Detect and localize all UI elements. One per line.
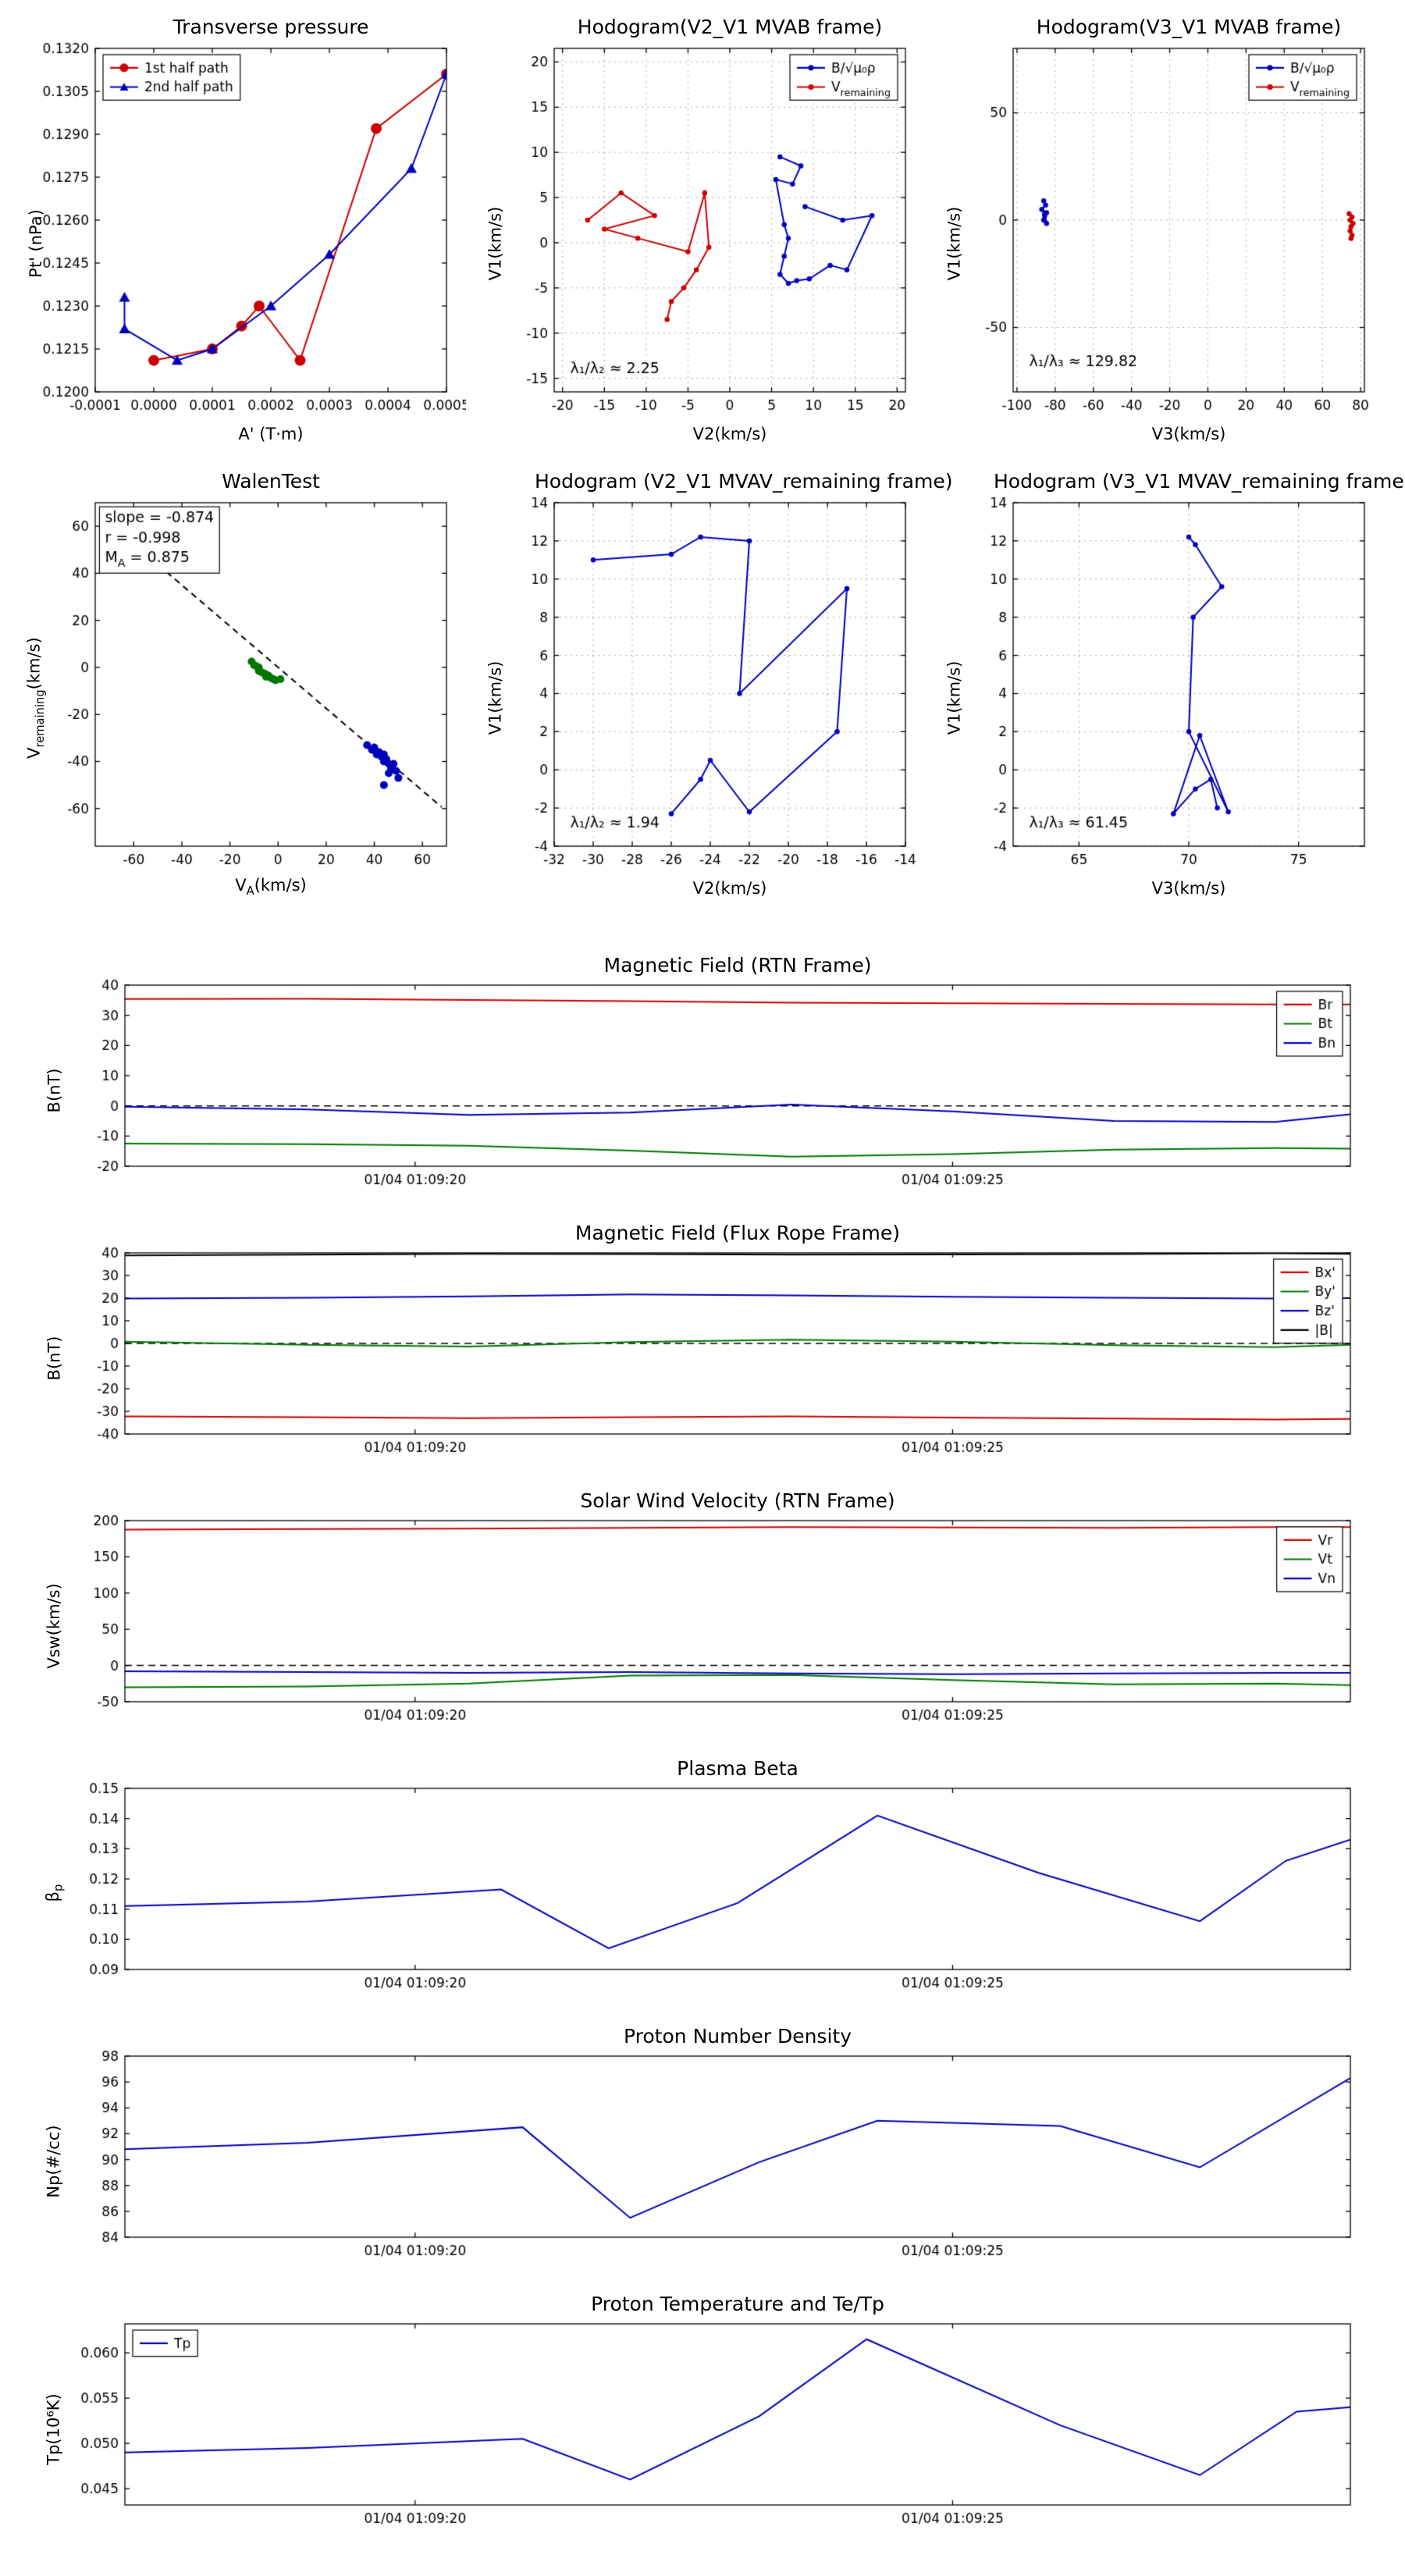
chart-title: Hodogram(V2_V1 MVAB frame) <box>577 16 883 38</box>
chart-title: Magnetic Field (RTN Frame) <box>603 954 872 977</box>
solar-wind-velocity-canvas <box>39 1514 1366 1737</box>
subplot-hodogram-v3v1-mvab: Hodogram(V3_V1 MVAB frame) V1(km/s) V3(k… <box>939 14 1384 447</box>
x-axis-label: V3(km/s) <box>1151 879 1226 898</box>
chart-title: Hodogram(V3_V1 MVAB frame) <box>1036 16 1342 38</box>
chart-title: Solar Wind Velocity (RTN Frame) <box>580 1489 895 1512</box>
plot-area: Pt' (nPa) A' (T·m) <box>21 41 466 447</box>
subplot-row-1: Transverse pressure Pt' (nPa) A' (T·m) H… <box>0 14 1405 447</box>
subplot-magnetic-field-flux-rope: Magnetic Field (Flux Rope Frame) B(nT) <box>39 1220 1366 1469</box>
subplot-plasma-beta: Plasma Beta βp <box>39 1756 1366 2005</box>
plot-area: V1(km/s) V3(km/s) <box>939 495 1384 901</box>
subplot-hodogram-v2v1-mvab: Hodogram(V2_V1 MVAB frame) V1(km/s) V2(k… <box>480 14 925 447</box>
walen-test-canvas <box>21 495 466 901</box>
magnetic-field-flux-rope-canvas <box>39 1247 1366 1469</box>
hodogram-v3v1-mvav-canvas <box>939 495 1384 901</box>
subplot-walen-test: WalenTest Vremaining(km/s) VA(km/s) <box>21 468 466 901</box>
chart-title: Transverse pressure <box>173 16 369 38</box>
plasma-beta-canvas <box>39 1782 1366 2005</box>
plot-area: Vremaining(km/s) VA(km/s) <box>21 495 466 901</box>
plot-area: B(nT) <box>39 1247 1366 1469</box>
hodogram-v2v1-mvav-canvas <box>480 495 925 901</box>
plot-area: B(nT) <box>39 979 1366 1201</box>
hodogram-v3v1-mvab-canvas <box>939 41 1384 447</box>
chart-title: Proton Temperature and Te/Tp <box>591 2293 884 2315</box>
x-axis-label: V2(km/s) <box>692 425 767 443</box>
chart-title: Proton Number Density <box>624 2025 852 2048</box>
plot-area: βp <box>39 1782 1366 2005</box>
x-axis-label: V2(km/s) <box>692 879 767 898</box>
chart-title: Hodogram (V3_V1 MVAV_remaining frame) <box>994 470 1405 493</box>
chart-title: WalenTest <box>222 470 320 493</box>
subplot-hodogram-v2v1-mvav: Hodogram (V2_V1 MVAV_remaining frame) V1… <box>480 468 953 901</box>
timeseries-section: Magnetic Field (RTN Frame) B(nT) Magneti… <box>0 952 1405 2540</box>
plot-area: Np(#/cc) <box>39 2050 1366 2272</box>
subplot-transverse-pressure: Transverse pressure Pt' (nPa) A' (T·m) <box>21 14 466 447</box>
magnetic-field-rtn-canvas <box>39 979 1366 1201</box>
x-axis-label: V3(km/s) <box>1151 425 1226 443</box>
plot-area: V1(km/s) V3(km/s) <box>939 41 1384 447</box>
chart-title: Hodogram (V2_V1 MVAV_remaining frame) <box>535 470 953 493</box>
plot-area: Vsw(km/s) <box>39 1514 1366 1737</box>
subplot-hodogram-v3v1-mvav: Hodogram (V3_V1 MVAV_remaining frame) V1… <box>939 468 1405 901</box>
subplot-magnetic-field-rtn: Magnetic Field (RTN Frame) B(nT) <box>39 952 1366 1201</box>
hodogram-v2v1-mvab-canvas <box>480 41 925 447</box>
x-axis-label: VA(km/s) <box>235 875 307 898</box>
plot-area: V1(km/s) V2(km/s) <box>480 41 925 447</box>
transverse-pressure-canvas <box>21 41 466 447</box>
subplot-row-2: WalenTest Vremaining(km/s) VA(km/s) Hodo… <box>0 468 1405 901</box>
subplot-solar-wind-velocity: Solar Wind Velocity (RTN Frame) Vsw(km/s… <box>39 1488 1366 1737</box>
plot-area: Tp(10⁶K) <box>39 2318 1366 2540</box>
proton-temperature-canvas <box>39 2318 1366 2540</box>
x-axis-label: A' (T·m) <box>238 425 304 443</box>
subplot-proton-number-density: Proton Number Density Np(#/cc) <box>39 2023 1366 2272</box>
chart-title: Magnetic Field (Flux Rope Frame) <box>574 1222 901 1244</box>
subplot-proton-temperature: Proton Temperature and Te/Tp Tp(10⁶K) <box>39 2291 1366 2540</box>
proton-number-density-canvas <box>39 2050 1366 2272</box>
plot-area: V1(km/s) V2(km/s) <box>480 495 925 901</box>
chart-title: Plasma Beta <box>677 1757 799 1780</box>
